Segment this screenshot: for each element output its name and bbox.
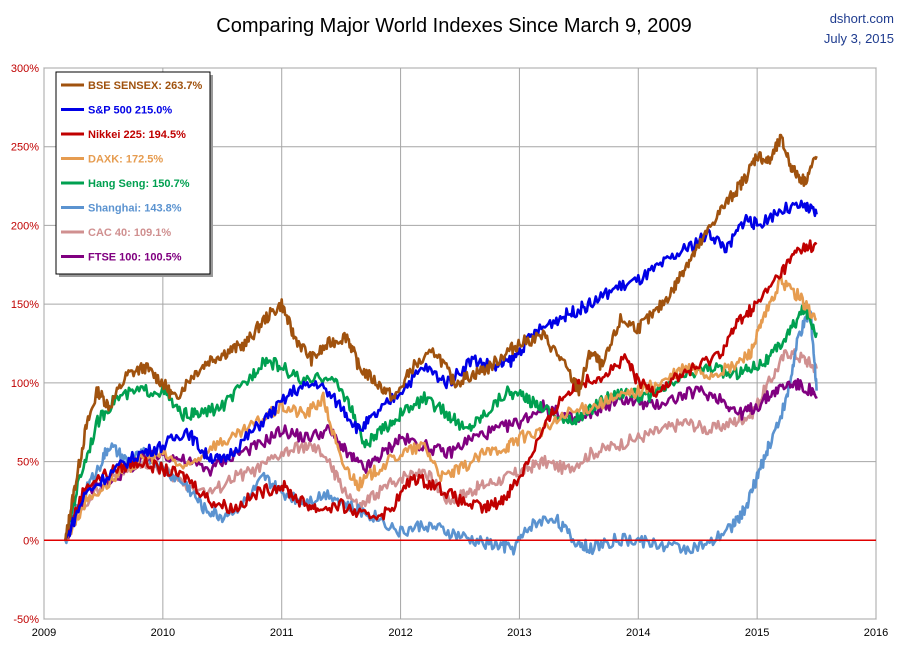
chart-title: Comparing Major World Indexes Since Marc… (216, 15, 691, 37)
series-line-hang-seng (64, 302, 818, 542)
date-label: July 3, 2015 (824, 31, 894, 46)
series-line-nikkei-225 (64, 239, 818, 541)
series-lines (64, 133, 818, 556)
source-label: dshort.com (830, 11, 894, 26)
y-tick-label: 250% (11, 142, 39, 154)
series-line-shanghai (64, 309, 818, 556)
y-tick-label: 200% (11, 220, 39, 232)
y-tick-label: 50% (17, 457, 39, 469)
legend-entry-label: DAXK: 172.5% (88, 154, 163, 166)
x-tick-label: 2010 (151, 627, 175, 639)
series-line-bse-sensex (64, 133, 818, 541)
legend-entry-label: FTSE 100: 100.5% (88, 252, 182, 264)
legend: BSE SENSEX: 263.7% S&P 500 215.0% Nikkei 2… (55, 71, 213, 277)
series-line-ftse-100 (64, 377, 818, 541)
y-tick-label: 0% (23, 535, 39, 547)
x-tick-label: 2011 (270, 627, 294, 639)
legend-entry-label: Hang Seng: 150.7% (88, 178, 190, 190)
y-tick-label: 300% (11, 63, 39, 75)
x-tick-label: 2016 (864, 627, 888, 639)
legend-entry-label: Nikkei 225: 194.5% (88, 129, 186, 141)
x-tick-label: 2012 (388, 627, 412, 639)
y-tick-label: 100% (11, 378, 39, 390)
x-tick-label: 2015 (745, 627, 769, 639)
legend-entry-label: CAC 40: 109.1% (88, 227, 171, 239)
legend-entry-label: S&P 500 215.0% (88, 105, 172, 117)
x-tick-label: 2013 (507, 627, 531, 639)
y-tick-label: -50% (13, 614, 39, 626)
series-line-s-p-500 (64, 199, 818, 541)
legend-box (55, 71, 211, 275)
x-tick-label: 2014 (626, 627, 650, 639)
y-axis-ticks: 300% 250% 200% 150% 100% 50% 0% -50% (11, 63, 39, 626)
legend-entry-label: BSE SENSEX: 263.7% (88, 80, 203, 92)
y-tick-label: 150% (11, 299, 39, 311)
legend-entry-label: Shanghai: 143.8% (88, 203, 182, 215)
x-tick-label: 2009 (32, 627, 56, 639)
x-axis-ticks: 2009 2010 2011 2012 2013 2014 2015 2016 (32, 627, 888, 639)
